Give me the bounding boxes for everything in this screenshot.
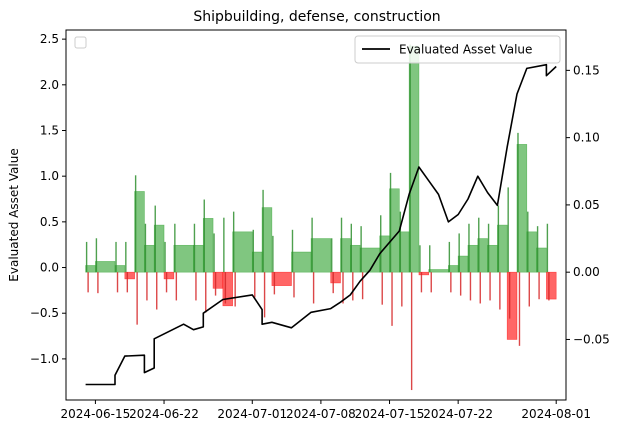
asset-change-bar	[291, 251, 312, 273]
x-tick-label: 2024-07-01	[217, 407, 287, 421]
asset-change-bar	[310, 238, 332, 273]
x-tick-label: 2024-07-15	[355, 407, 425, 421]
y2-tick-label: 0.00	[573, 265, 600, 279]
y2-tick-label: 0.10	[573, 131, 600, 145]
x-tick-label: 2024-07-08	[286, 407, 356, 421]
y-tick-label: 2.0	[40, 78, 59, 92]
y-axis-label: Evaluated Asset Value	[7, 148, 21, 281]
y-tick-label: 0.5	[40, 215, 59, 229]
y-tick-label: 2.5	[40, 32, 59, 46]
y-tick-label: −1.0	[30, 352, 59, 366]
legend-frame	[354, 35, 561, 64]
asset-change-bar	[330, 271, 341, 284]
asset-change-bar	[418, 271, 430, 276]
asset-change-bar	[428, 269, 449, 273]
asset-change-bar	[114, 265, 126, 273]
asset-change-bar	[134, 191, 145, 273]
x-tick-label: 2024-06-22	[129, 407, 199, 421]
y-tick-label: 1.5	[40, 123, 59, 137]
asset-change-bar	[271, 271, 292, 286]
asset-change-bar	[173, 244, 194, 273]
y-tick-label: 0.0	[40, 261, 59, 275]
asset-change-bar	[516, 144, 528, 273]
asset-change-bar	[506, 271, 518, 340]
y-tick-label: 1.0	[40, 169, 59, 183]
legend: Evaluated Asset Value	[354, 35, 561, 64]
asset-change-bar	[124, 271, 135, 280]
asset-change-bar	[95, 261, 116, 273]
plot-frame	[65, 29, 567, 401]
empty-legend-box	[74, 36, 87, 49]
plot-area: −1.0 −0.5 0.0 0.5 1.0 1.5 2.0 2.5 −0.05 0.00 0.05 0…	[30, 29, 610, 421]
y2-tick-label: −0.05	[573, 332, 610, 346]
asset-value-line	[85, 63, 557, 386]
asset-change-bar	[232, 231, 253, 273]
legend-label: Evaluated Asset Value	[399, 43, 532, 57]
asset-change-bar	[202, 218, 214, 273]
x-tick-label: 2024-07-22	[423, 407, 493, 421]
y-tick-label: −0.5	[30, 306, 59, 320]
asset-change-bar	[546, 271, 557, 300]
x-tick-label: 2024-08-01	[521, 407, 591, 421]
asset-change-bar	[536, 247, 547, 273]
y2-tick-label: 0.15	[573, 63, 600, 77]
asset-change-bar	[163, 271, 175, 280]
asset-change-bar	[153, 224, 165, 273]
x-tick-label: 2024-06-15	[61, 407, 131, 421]
asset-change-bar	[497, 224, 508, 273]
chart-title: Shipbuilding, defense, construction	[193, 9, 440, 25]
asset-change-bar	[222, 271, 233, 307]
asset-change-bar	[261, 207, 273, 273]
y2-tick-label: 0.05	[573, 198, 600, 212]
asset-change-bar	[212, 271, 224, 289]
